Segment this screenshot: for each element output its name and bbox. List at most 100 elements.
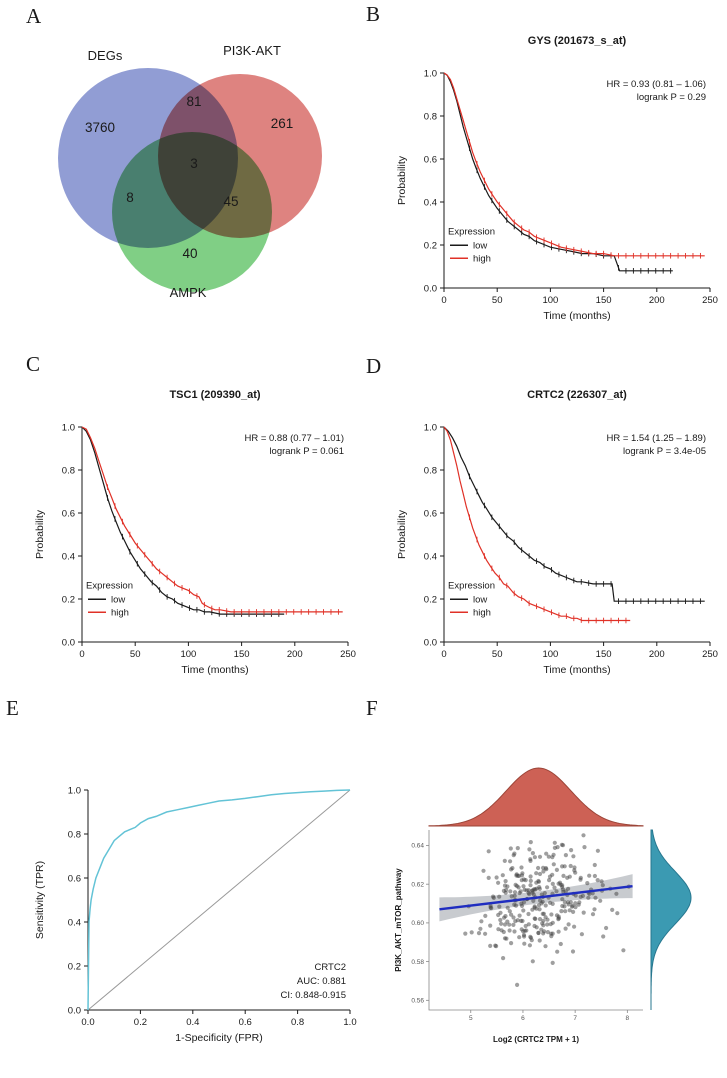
- scatter-point: [545, 930, 550, 935]
- x-tick-label: 0: [79, 649, 84, 660]
- x-tick-label: 0: [441, 295, 446, 306]
- scatter-point: [507, 909, 512, 914]
- scatter-point: [538, 898, 543, 903]
- scatter-point: [494, 944, 499, 949]
- legend-title: Expression: [448, 226, 495, 237]
- scatter-point: [541, 869, 546, 874]
- scatter-point: [534, 871, 539, 876]
- scatter-point: [531, 898, 536, 903]
- x-axis-label: Time (months): [543, 310, 610, 322]
- scatter-point: [544, 867, 549, 872]
- x-tick-label: 7: [573, 1015, 577, 1022]
- scatter-point: [563, 853, 568, 858]
- panel-c-letter: C: [26, 352, 41, 376]
- scatter-point: [573, 905, 578, 910]
- x-tick-label: 50: [130, 649, 141, 660]
- annotation-text: logrank P = 0.061: [269, 446, 344, 457]
- y-tick-label: 0.6: [424, 154, 437, 165]
- scatter-point: [502, 915, 507, 920]
- reference-diagonal: [87, 789, 351, 1011]
- scatter-point: [610, 907, 615, 912]
- x-tick-label: 0.0: [81, 1017, 94, 1028]
- scatter-point: [601, 934, 606, 939]
- scatter-point: [541, 931, 546, 936]
- panel-e-letter: E: [6, 696, 19, 720]
- series-low: [443, 72, 673, 272]
- scatter-point: [604, 925, 609, 931]
- y-tick-label: 0.2: [62, 594, 75, 605]
- scatter-point: [550, 920, 555, 925]
- scatter-point: [537, 917, 543, 922]
- venn-set-label: DEGs: [88, 48, 123, 63]
- scatter-point: [498, 917, 503, 923]
- x-tick-label: 50: [492, 649, 503, 660]
- x-tick-label: 8: [626, 1015, 630, 1022]
- scatter-point: [479, 919, 484, 924]
- scatter-point: [536, 930, 541, 935]
- scatter-point: [563, 926, 568, 931]
- scatter-point: [521, 884, 526, 889]
- scatter-point: [569, 848, 574, 853]
- chart-title: TSC1 (209390_at): [169, 389, 260, 401]
- y-axis-label: Probability: [34, 509, 46, 559]
- x-tick-label: 200: [649, 649, 665, 660]
- legend-label: high: [111, 607, 129, 618]
- scatter-point: [496, 927, 501, 932]
- scatter-point: [528, 840, 533, 845]
- venn-set-AMPK: [112, 132, 272, 292]
- scatter-point: [486, 875, 491, 880]
- scatter-point: [463, 931, 468, 936]
- scatter-point: [550, 881, 555, 886]
- scatter-point: [571, 854, 576, 859]
- scatter-point: [483, 913, 488, 918]
- regression-line: [439, 884, 633, 911]
- km-plot-tsc1: TSC1 (209390_at) 0.0 0.2 0.4 0.6 0.8 1.0 0 50 100…: [34, 389, 356, 676]
- legend-label: low: [473, 594, 487, 605]
- venn-count: 3760: [85, 120, 115, 135]
- venn-count: 81: [186, 94, 201, 109]
- series-low: [443, 426, 705, 602]
- scatter-point: [536, 865, 541, 871]
- scatter-point: [592, 907, 597, 912]
- scatter-point: [541, 918, 546, 923]
- scatter-point: [481, 868, 486, 873]
- scatter-point: [509, 867, 514, 872]
- y-tick-label: 0.4: [424, 197, 437, 208]
- scatter-point: [528, 883, 533, 888]
- scatter-point: [497, 904, 502, 909]
- scatter-point: [530, 851, 535, 856]
- legend-label: high: [473, 253, 491, 264]
- scatter-point: [514, 872, 519, 877]
- scatter-point: [505, 884, 510, 889]
- scatter-point: [483, 931, 488, 936]
- scatter-point: [560, 884, 565, 889]
- scatter-point: [527, 943, 532, 948]
- scatter-point: [550, 872, 555, 877]
- right-marginal-density: [650, 829, 692, 1010]
- scatter-point: [505, 905, 510, 910]
- scatter-point: [548, 900, 553, 905]
- scatter-point: [576, 902, 581, 907]
- scatter-point: [563, 909, 568, 914]
- scatter-point: [509, 912, 514, 917]
- scatter-point: [530, 959, 535, 964]
- legend-label: low: [111, 594, 125, 605]
- scatter-point: [503, 890, 508, 895]
- y-tick-label: 0.8: [62, 465, 75, 476]
- scatter-point: [573, 901, 578, 906]
- scatter-point: [519, 873, 525, 878]
- y-tick-label: 0.0: [424, 637, 437, 648]
- annotation-text: CI: 0.848-0.915: [281, 990, 347, 1001]
- scatter-point: [502, 922, 508, 927]
- scatter-point: [549, 912, 554, 917]
- x-tick-label: 0.2: [134, 1017, 147, 1028]
- scatter-point: [540, 911, 545, 916]
- legend-title: Expression: [448, 580, 495, 591]
- y-tick-label: 0.2: [424, 594, 437, 605]
- scatter-point: [476, 931, 482, 936]
- scatter-point: [555, 949, 560, 954]
- scatter-point: [537, 854, 543, 859]
- scatter-point: [505, 919, 510, 924]
- scatter-point: [559, 909, 564, 914]
